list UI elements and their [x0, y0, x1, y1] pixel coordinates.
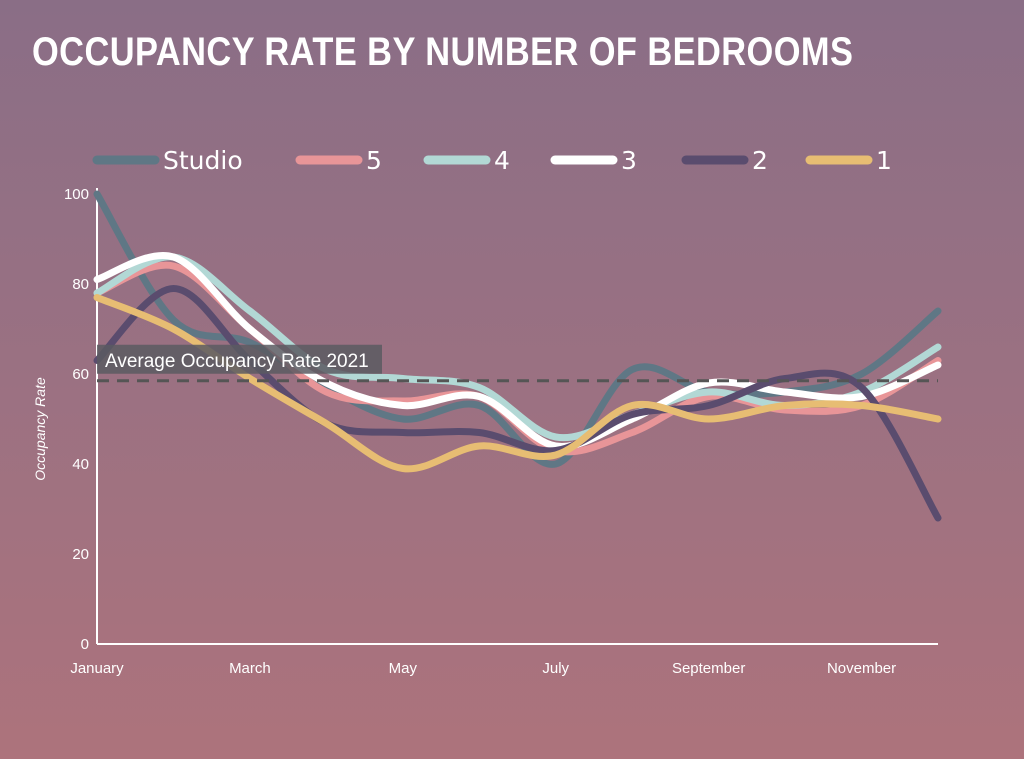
legend-label-3: 3	[621, 146, 637, 175]
legend-label-4: 4	[494, 146, 510, 175]
y-axis-title: Occupancy Rate	[32, 377, 48, 481]
legend-label-2: 2	[752, 146, 768, 175]
average-label: Average Occupancy Rate 2021	[105, 351, 369, 372]
x-tick-label: January	[70, 660, 124, 677]
legend-label-5: 5	[366, 146, 382, 175]
x-tick-label: September	[672, 660, 745, 677]
series-line-3	[93, 252, 942, 450]
y-tick-label: 80	[72, 276, 89, 293]
x-tick-label: May	[389, 660, 418, 677]
y-tick-label: 40	[72, 456, 89, 473]
y-tick-label: 60	[72, 366, 89, 383]
x-tick-label: March	[229, 660, 271, 677]
x-tick-label: November	[827, 660, 896, 677]
chart-title: OCCUPANCY RATE BY NUMBER OF BEDROOMS	[32, 30, 854, 74]
series-line-2	[93, 285, 942, 522]
average-label-bg	[97, 344, 382, 374]
y-tick-label: 100	[64, 186, 89, 203]
y-tick-label: 20	[72, 546, 89, 563]
legend-label-studio: Studio	[163, 146, 243, 175]
x-tick-label: July	[542, 660, 569, 677]
y-tick-label: 0	[81, 636, 89, 653]
legend-label-1: 1	[876, 146, 892, 175]
